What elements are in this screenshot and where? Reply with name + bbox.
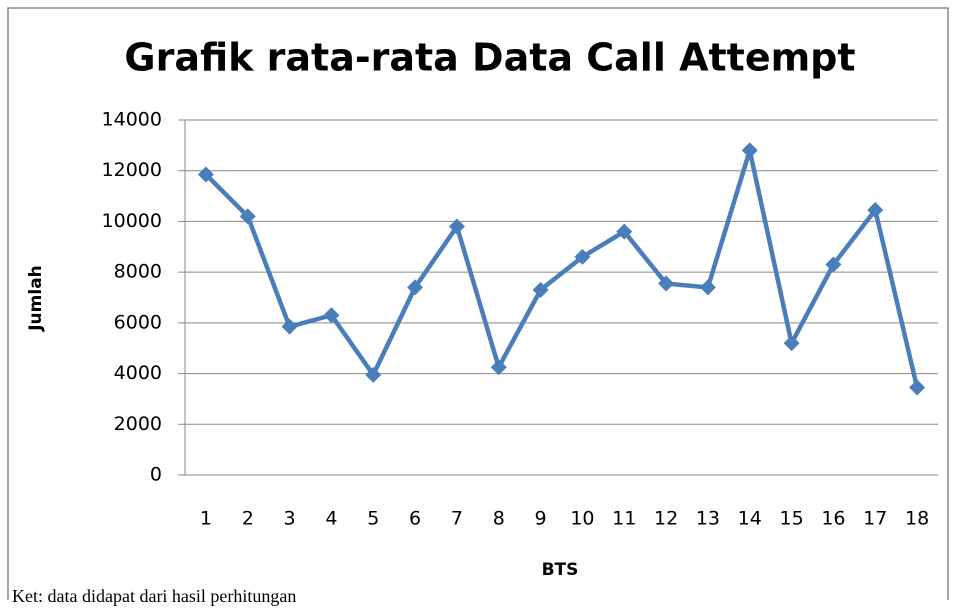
x-tick-label: 14 xyxy=(738,508,762,530)
x-tick-label: 10 xyxy=(570,508,594,530)
y-tick-label: 0 xyxy=(150,464,162,486)
x-axis-label: BTS xyxy=(542,560,579,580)
x-tick-label: 18 xyxy=(905,508,929,530)
x-tick-label: 3 xyxy=(284,508,296,530)
y-tick-label: 2000 xyxy=(114,413,162,435)
data-point xyxy=(490,359,507,376)
x-tick-label: 13 xyxy=(696,508,720,530)
chart-frame xyxy=(7,7,949,600)
data-point xyxy=(825,256,842,273)
data-point xyxy=(239,208,256,225)
x-tick-label: 4 xyxy=(325,508,337,530)
data-point xyxy=(867,202,884,219)
y-tick-label: 4000 xyxy=(114,362,162,384)
data-point xyxy=(741,142,758,159)
data-point xyxy=(783,335,800,352)
y-tick-label: 6000 xyxy=(114,311,162,333)
x-tick-label: 11 xyxy=(612,508,636,530)
y-axis-label: Jumlah xyxy=(26,265,46,332)
y-tick-label: 10000 xyxy=(102,210,162,232)
x-tick-label: 5 xyxy=(367,508,379,530)
x-tick-label: 17 xyxy=(863,508,887,530)
data-point xyxy=(909,379,926,396)
series-line xyxy=(204,148,920,389)
y-tick-label: 12000 xyxy=(102,159,162,181)
x-tick-label: 9 xyxy=(535,508,547,530)
x-tick-label: 2 xyxy=(242,508,254,530)
x-tick-label: 1 xyxy=(200,508,212,530)
data-point xyxy=(365,366,382,383)
y-tick-label: 14000 xyxy=(102,109,162,131)
x-tick-label: 16 xyxy=(821,508,845,530)
x-tick-label: 15 xyxy=(779,508,803,530)
data-point xyxy=(574,248,591,265)
data-point xyxy=(197,166,214,183)
x-tick-label: 6 xyxy=(409,508,421,530)
data-point xyxy=(323,307,340,324)
data-point xyxy=(616,223,633,240)
data-point xyxy=(658,275,675,292)
data-point xyxy=(407,279,424,296)
data-point xyxy=(281,318,298,335)
x-tick-label: 7 xyxy=(451,508,463,530)
data-point xyxy=(699,279,716,296)
note: Ket: data didapat dari hasil perhitungan xyxy=(12,586,296,606)
y-tick-label: 8000 xyxy=(114,261,162,283)
chart-title: Grafik rata-rata Data Call Attempt xyxy=(124,36,855,80)
data-point xyxy=(448,218,465,235)
note-background xyxy=(12,584,412,610)
x-tick-label: 8 xyxy=(493,508,505,530)
x-tick-label: 12 xyxy=(654,508,678,530)
data-point xyxy=(532,281,549,298)
